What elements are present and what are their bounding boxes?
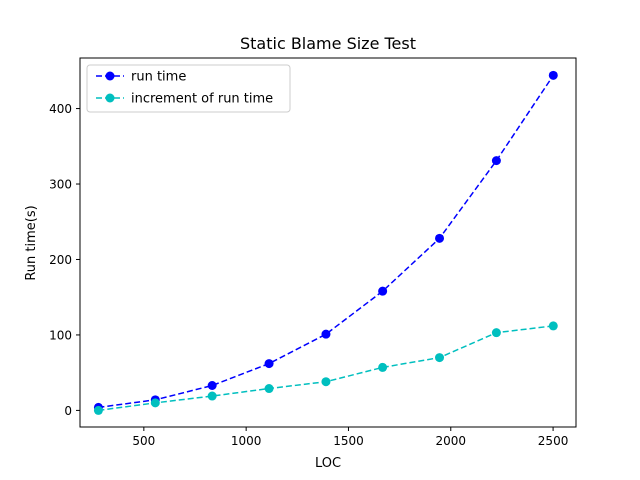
data-point-series-0 — [435, 233, 445, 243]
data-point-series-0 — [264, 359, 274, 369]
data-point-series-0 — [548, 70, 558, 80]
y-tick-label: 100 — [49, 328, 72, 342]
x-tick-label: 2000 — [435, 434, 466, 448]
legend-box — [86, 64, 291, 113]
data-point-series-1 — [264, 384, 274, 394]
plot-area: 500 1000 1500 2000 2500 0 100 200 300 400 — [49, 57, 577, 448]
data-point-series-1 — [435, 353, 445, 363]
chart-title: Static Blame Size Test — [240, 34, 416, 53]
series-line-0 — [98, 74, 554, 409]
data-point-series-0 — [491, 156, 501, 166]
data-point-series-1 — [378, 362, 388, 372]
x-tick-label: 1500 — [333, 434, 364, 448]
x-tick-label: 2500 — [538, 434, 569, 448]
legend-label-run-time: run time — [131, 70, 186, 85]
y-tick-label: 0 — [64, 404, 72, 418]
legend-marker-increment — [105, 93, 115, 103]
x-tick-label: 1000 — [231, 434, 262, 448]
legend: run time increment of run time — [86, 64, 291, 113]
data-point-series-1 — [321, 377, 331, 387]
data-point-series-1 — [93, 405, 103, 415]
data-point-series-0 — [207, 380, 217, 390]
data-point-series-0 — [321, 329, 331, 339]
data-point-series-1 — [150, 398, 160, 408]
data-point-series-1 — [548, 321, 558, 331]
plot-frame — [79, 57, 577, 428]
data-point-series-0 — [378, 286, 388, 296]
y-tick-label: 200 — [49, 253, 72, 267]
legend-label-increment: increment of run time — [131, 92, 273, 107]
data-point-series-1 — [207, 391, 217, 401]
y-tick-label: 400 — [49, 102, 72, 116]
x-tick-label: 500 — [132, 434, 155, 448]
y-tick-label: 300 — [49, 178, 72, 192]
y-axis-label: Run time(s) — [24, 205, 39, 280]
x-axis-label: LOC — [315, 456, 341, 471]
legend-marker-run-time — [105, 71, 115, 81]
data-point-series-1 — [491, 328, 501, 338]
